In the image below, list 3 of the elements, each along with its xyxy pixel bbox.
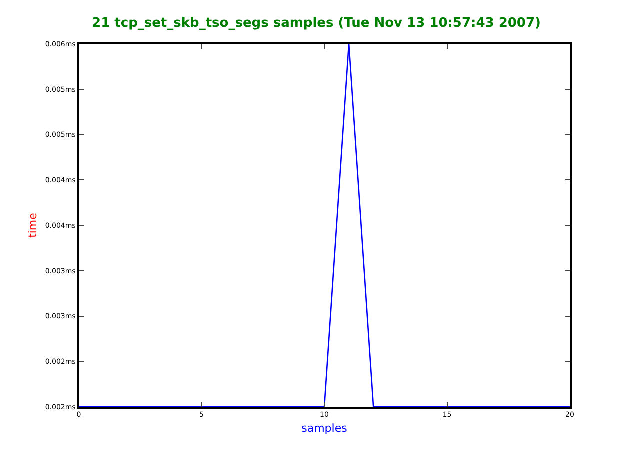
chart-title: 21 tcp_set_skb_tso_segs samples (Tue Nov 13 10:57:43 2007) [92,16,541,32]
x-axis-title: samples [302,422,348,435]
y-axis-title: time [26,212,40,238]
